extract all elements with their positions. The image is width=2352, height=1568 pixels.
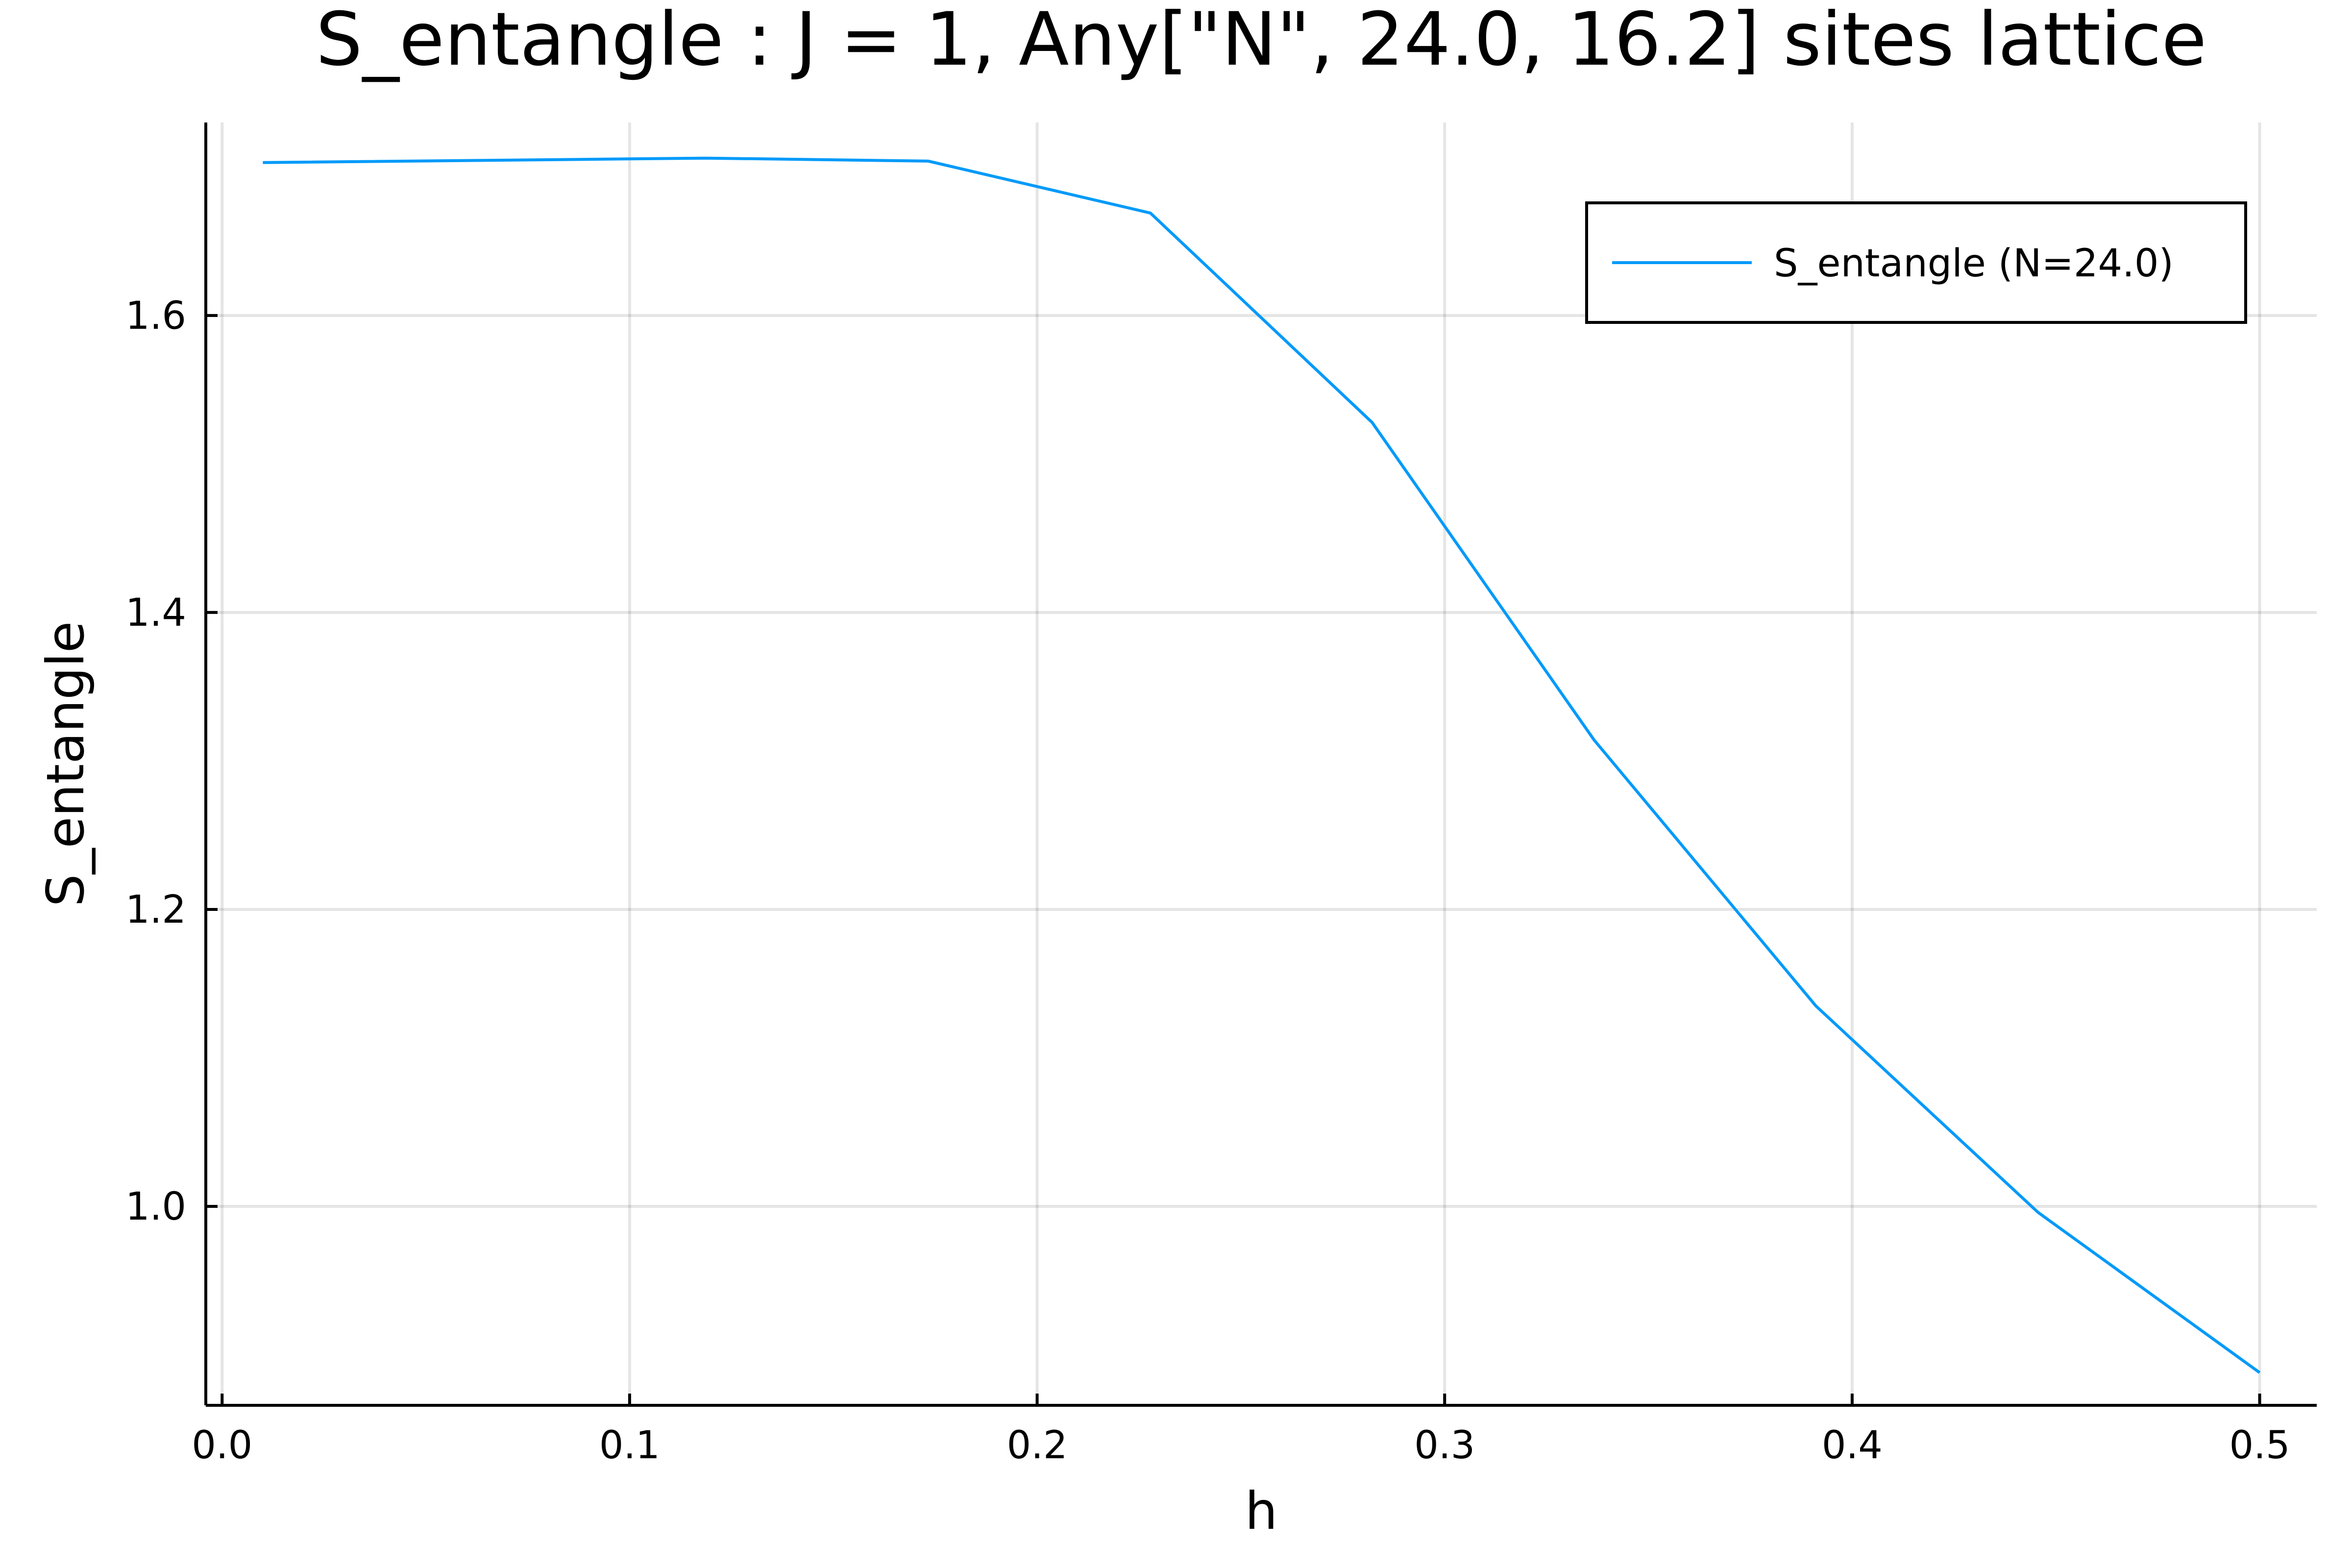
y-tick-label: 1.2 <box>125 888 186 932</box>
series <box>263 156 2261 1374</box>
y-axis-label: S_entangle <box>36 621 96 907</box>
legend: S_entangle (N=24.0) <box>1585 201 2247 324</box>
x-tick-label: 0.1 <box>599 1423 660 1468</box>
legend-label: S_entangle (N=24.0) <box>1774 242 2174 286</box>
y-tick-label: 1.0 <box>125 1185 186 1229</box>
x-tick-label: 0.2 <box>1007 1423 1068 1468</box>
series-line <box>263 156 2261 1374</box>
y-tick-label: 1.4 <box>125 591 186 635</box>
x-tick-label: 0.3 <box>1414 1423 1475 1468</box>
x-tick-label: 0.5 <box>2230 1423 2290 1468</box>
x-tick-label: 0.4 <box>1822 1423 1883 1468</box>
chart-title: S_entangle : J = 1, Any["N", 24.0, 16.2]… <box>316 0 2207 82</box>
x-tick-label: 0.0 <box>192 1423 252 1468</box>
x-axis-label: h <box>1245 1481 1278 1541</box>
ticks: 0.0 0.1 0.2 0.3 0.4 0.5 1.0 1.2 1.4 1.6 <box>125 294 2290 1468</box>
y-tick-label: 1.6 <box>125 294 186 338</box>
axes <box>204 122 2317 1407</box>
